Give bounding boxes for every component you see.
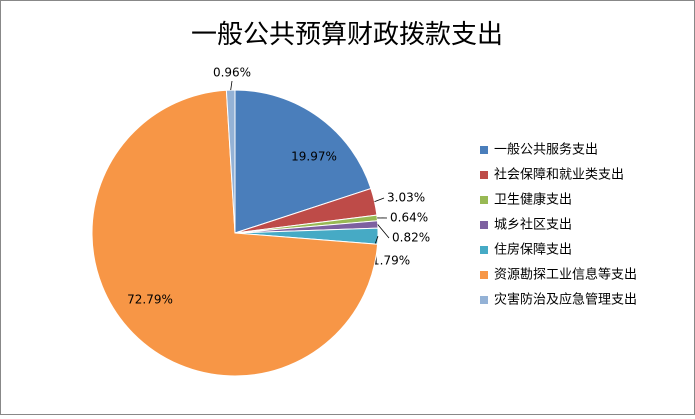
- legend-label: 灾害防治及应急管理支出: [494, 292, 637, 308]
- data-label: 3.03%: [387, 191, 425, 205]
- legend-swatch: [480, 171, 488, 179]
- legend-swatch: [480, 196, 488, 204]
- legend-label: 城乡社区支出: [494, 217, 572, 233]
- legend-label: 社会保障和就业类支出: [494, 167, 624, 183]
- legend-swatch: [480, 146, 488, 154]
- legend-label: 卫生健康支出: [494, 192, 572, 208]
- legend-swatch: [480, 296, 488, 304]
- chart-title: 一般公共预算财政拨款支出: [191, 20, 503, 50]
- legend-label: 住房保障支出: [494, 242, 572, 258]
- legend-swatch: [480, 221, 488, 229]
- data-label: 0.64%: [390, 211, 428, 225]
- legend-swatch: [480, 271, 488, 279]
- data-label: 1.79%: [372, 254, 410, 268]
- legend-label: 一般公共服务支出: [494, 142, 598, 158]
- data-label: 0.96%: [213, 66, 251, 80]
- legend-label: 资源勘探工业信息等支出: [494, 267, 637, 283]
- data-label: 19.97%: [291, 150, 337, 164]
- data-label: 72.79%: [127, 293, 173, 307]
- legend-swatch: [480, 246, 488, 254]
- data-label: 0.82%: [392, 231, 430, 245]
